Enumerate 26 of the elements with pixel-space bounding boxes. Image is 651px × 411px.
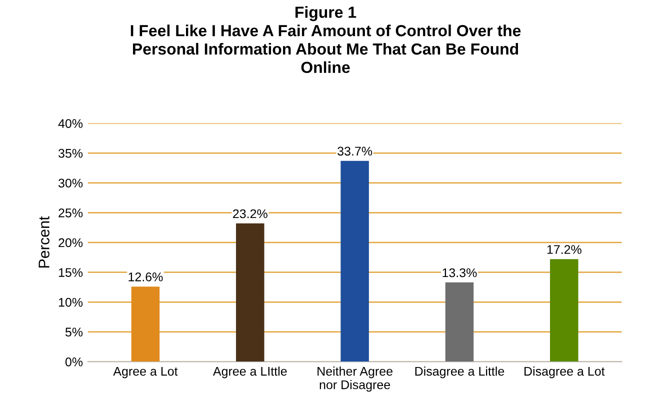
bar: [550, 259, 578, 362]
bar: [340, 160, 369, 362]
data-label: 17.2%: [547, 245, 582, 254]
bar: [236, 223, 264, 362]
data-label: 23.2%: [233, 209, 268, 218]
x-tick-label: Agree a Lot: [113, 367, 178, 378]
bar: [131, 286, 160, 362]
y-tick-label: 0%: [65, 357, 83, 366]
data-label: 33.7%: [338, 146, 372, 156]
y-tick-label: 20%: [58, 238, 83, 248]
y-axis-title: Percent: [38, 216, 50, 268]
bar: [445, 282, 474, 362]
y-tick-label: 25%: [58, 208, 83, 218]
data-label: 12.6%: [128, 272, 163, 282]
x-tick-label: Agree a LIttle: [212, 366, 287, 378]
data-label: 13.3%: [442, 268, 477, 278]
chart-title: Figure 1 I Feel Like I Have A Fair Amount of Control Over the Personal Information About Me That Can Be Found Online: [130, 6, 521, 74]
y-tick-label: 15%: [58, 268, 83, 277]
x-tick-label: Neither Agree nor Disagree: [318, 366, 392, 392]
y-tick-label: 40%: [58, 119, 83, 128]
y-tick-label: 30%: [58, 178, 83, 188]
x-tick-label: Disagree a Little: [415, 366, 504, 378]
y-tick-label: 10%: [58, 298, 83, 307]
x-tick-label: Disagree a Lot: [524, 366, 605, 378]
y-tick-label: 35%: [58, 148, 83, 158]
y-tick-label: 5%: [65, 328, 83, 337]
